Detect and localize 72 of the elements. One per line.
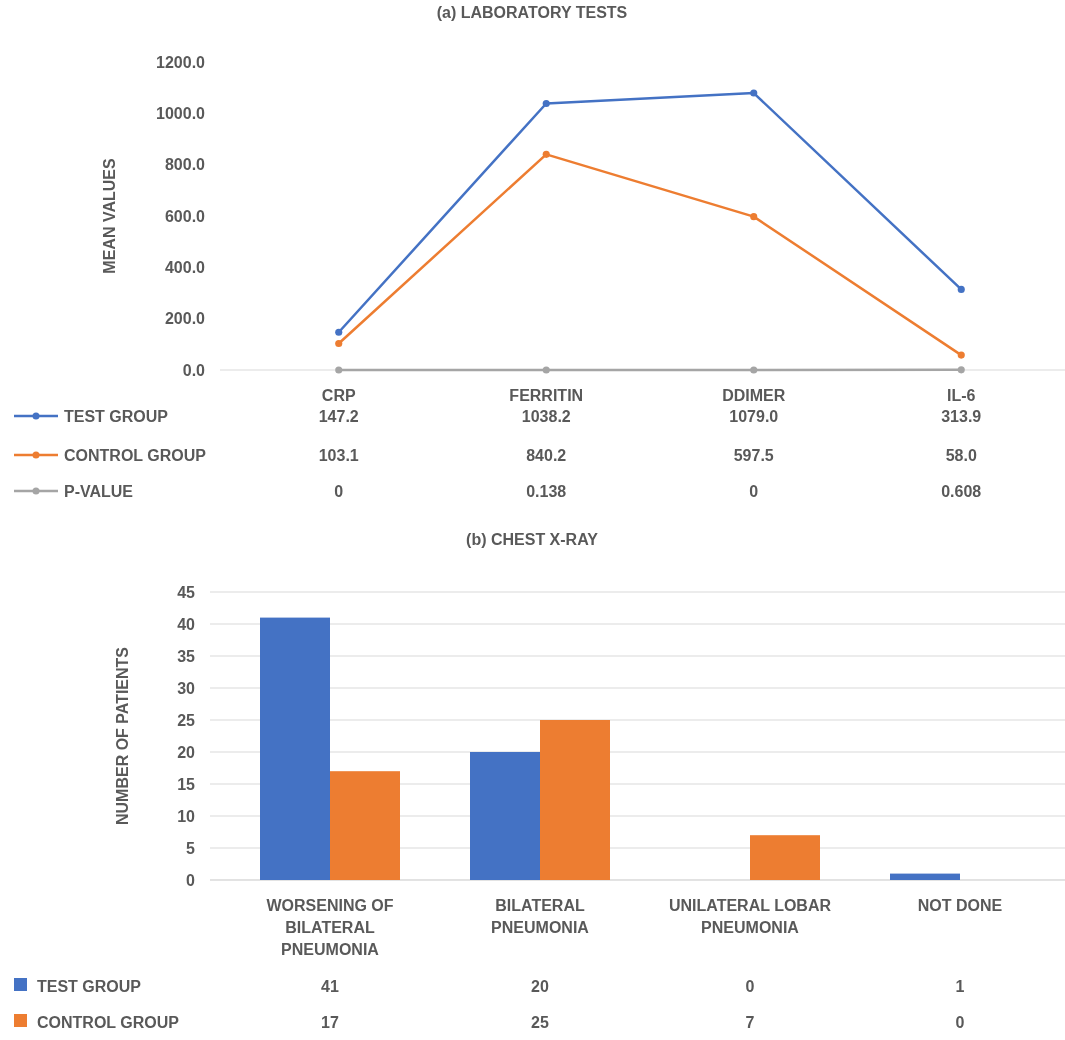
y-tick-label: 25 bbox=[177, 711, 196, 729]
point bbox=[750, 213, 758, 221]
data-label: 147.2 bbox=[318, 408, 359, 425]
legend-label: P-VALUE bbox=[64, 483, 134, 500]
legend-label: CONTROL GROUP bbox=[37, 1014, 180, 1031]
y-tick-label: 15 bbox=[177, 775, 196, 793]
bar bbox=[470, 752, 540, 880]
y-tick-label: 35 bbox=[177, 647, 196, 665]
chart-title: (a) LABORATORY TESTS bbox=[436, 4, 628, 21]
y-tick-label: 0.0 bbox=[182, 361, 206, 379]
legend-label: CONTROL GROUP bbox=[64, 447, 207, 464]
y-tick-label: 0 bbox=[186, 871, 196, 889]
data-label: 17 bbox=[321, 1014, 339, 1031]
point bbox=[542, 150, 550, 158]
data-label: 0 bbox=[334, 483, 344, 500]
point bbox=[957, 285, 965, 293]
legend-label: TEST GROUP bbox=[37, 978, 142, 995]
point bbox=[750, 366, 758, 374]
bar bbox=[890, 873, 960, 880]
point bbox=[335, 366, 343, 374]
y-tick-label: 5 bbox=[186, 839, 196, 857]
data-label: 1038.2 bbox=[521, 408, 571, 425]
data-label: 0 bbox=[745, 978, 755, 995]
chart-title: (b) CHEST X-RAY bbox=[466, 531, 599, 548]
point bbox=[335, 339, 343, 348]
y-tick-label: 400.0 bbox=[164, 258, 206, 276]
bar bbox=[750, 835, 820, 880]
x-tick-label: UNILATERAL LOBAR PNEUMONIA bbox=[668, 897, 832, 936]
y-tick-label: 10 bbox=[177, 807, 196, 825]
x-tick-label: NOT DONE bbox=[917, 897, 1003, 914]
point bbox=[335, 328, 343, 336]
bar bbox=[330, 771, 400, 880]
data-label: 1079.0 bbox=[729, 408, 779, 425]
point bbox=[542, 99, 550, 108]
y-tick-label: 45 bbox=[177, 583, 196, 601]
bar bbox=[540, 720, 610, 880]
data-label: 41 bbox=[321, 978, 339, 995]
y-tick-label: 800.0 bbox=[164, 156, 206, 174]
x-tick-label: IL-6 bbox=[947, 387, 976, 404]
data-label: 25 bbox=[531, 1014, 549, 1031]
data-label: 58.0 bbox=[945, 447, 977, 464]
y-axis-title: MEAN VALUES bbox=[101, 158, 118, 274]
point bbox=[542, 366, 550, 374]
data-label: 7 bbox=[745, 1014, 755, 1031]
point bbox=[957, 366, 965, 374]
y-tick-label: 1200.0 bbox=[156, 53, 206, 71]
data-label: 597.5 bbox=[733, 447, 774, 464]
data-label: 0.608 bbox=[941, 483, 982, 500]
x-tick-label: WORSENING OF BILATERAL PNEUMONIA bbox=[266, 897, 394, 958]
y-tick-label: 200.0 bbox=[164, 310, 206, 328]
point bbox=[750, 89, 758, 97]
y-tick-label: 30 bbox=[177, 679, 196, 697]
bar bbox=[260, 617, 330, 880]
x-tick-label: BILATERAL PNEUMONIA bbox=[491, 897, 590, 936]
legend-label: TEST GROUP bbox=[64, 408, 169, 425]
point bbox=[957, 351, 965, 359]
data-label: 1 bbox=[955, 978, 965, 995]
x-tick-label: DDIMER bbox=[722, 387, 786, 404]
data-label: 840.2 bbox=[526, 447, 567, 464]
data-label: 0 bbox=[749, 483, 759, 500]
data-label: 0.138 bbox=[526, 483, 567, 500]
data-label: 20 bbox=[531, 978, 549, 995]
data-label: 103.1 bbox=[318, 447, 359, 464]
y-axis-title: NUMBER OF PATIENTS bbox=[114, 646, 131, 826]
y-tick-label: 600.0 bbox=[164, 207, 206, 225]
x-tick-label: CRP bbox=[321, 387, 356, 404]
y-tick-label: 20 bbox=[177, 743, 196, 761]
y-tick-label: 1000.0 bbox=[156, 104, 206, 122]
y-tick-label: 40 bbox=[177, 615, 196, 633]
data-label: 313.9 bbox=[941, 408, 982, 425]
x-tick-label: FERRITIN bbox=[509, 387, 584, 404]
data-label: 0 bbox=[955, 1014, 965, 1031]
